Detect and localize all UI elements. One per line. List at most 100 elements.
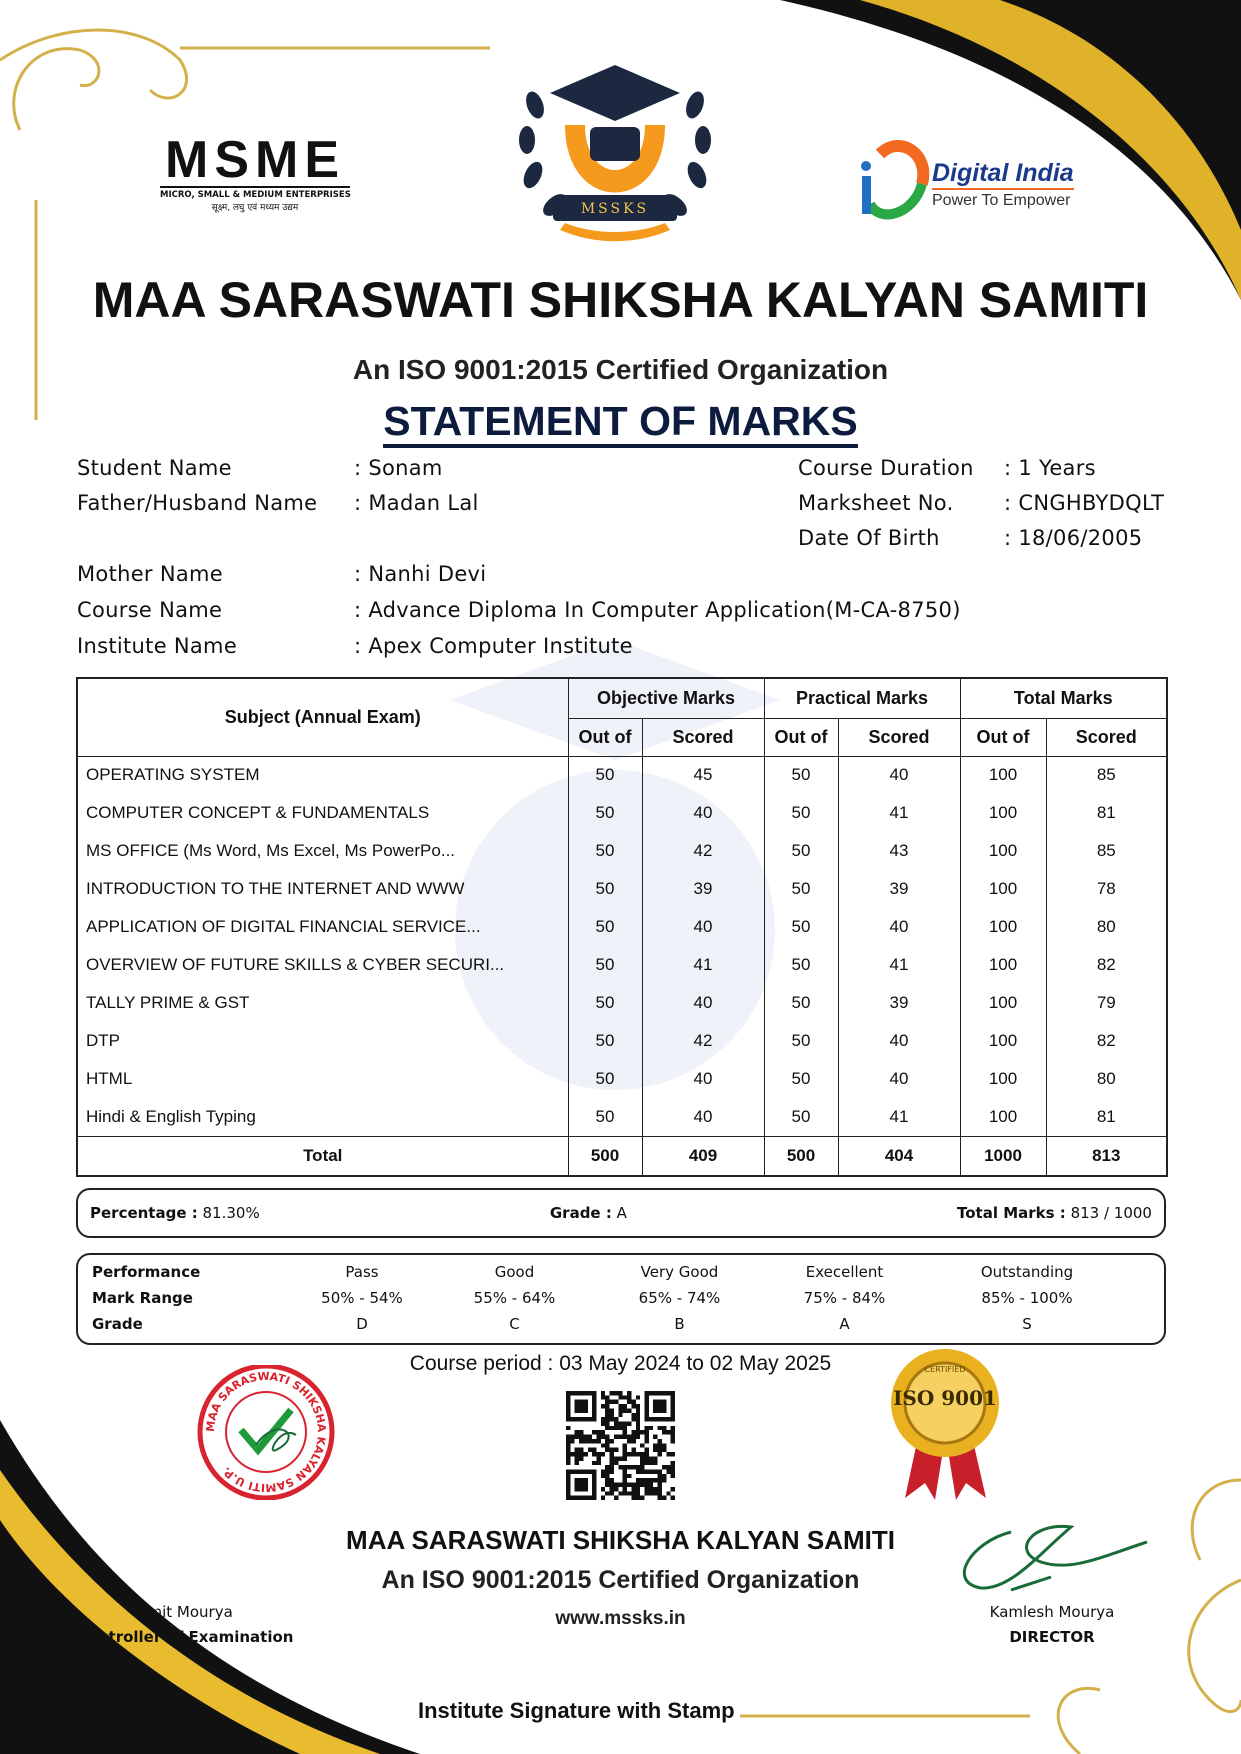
iso-seal-ring-text: CERTIFIED [924, 1365, 965, 1374]
mark-cell: 50 [763, 756, 839, 794]
footer-title: MAA SARASWATI SHIKSHA KALYAN SAMITI [346, 1525, 895, 1555]
total-row: Total 500 409 500 404 1000 813 [76, 1135, 1168, 1177]
mark-cell: 42 [641, 832, 765, 870]
iso-certification: An ISO 9001:2015 Certified Organization [352, 354, 889, 385]
mark-cell: 40 [837, 908, 961, 946]
table-row: COMPUTER CONCEPT & FUNDAMENTALS 50 40 50 41 1… [76, 794, 1168, 832]
table-row: APPLICATION OF DIGITAL FINANCIAL SERVICE… [76, 908, 1168, 946]
total-marks: Total Marks : 813 / 1000 [957, 1204, 1152, 1222]
right-field-value: : 1 Years [1004, 456, 1096, 480]
objective-header: Objective Marks [567, 677, 765, 719]
mark-cell: 40 [837, 1060, 961, 1098]
grading-grade-cell: C [509, 1315, 520, 1333]
table-row: OPERATING SYSTEM 50 45 50 40 100 85 [76, 756, 1168, 794]
mark-cell: 100 [959, 946, 1047, 984]
left-field-value: : Sonam [354, 456, 443, 480]
mark-cell: 82 [1045, 1022, 1168, 1060]
percentage-value: 81.30% [202, 1204, 260, 1222]
mark-cell: 85 [1045, 756, 1168, 794]
total-cell: 813 [1045, 1135, 1168, 1177]
total-cell: 1000 [959, 1135, 1047, 1177]
lower-field-label: Course Name [77, 598, 223, 622]
table-row: DTP 50 42 50 40 100 82 [76, 1022, 1168, 1060]
grading-grade-cell: D [356, 1315, 368, 1333]
mark-cell: 40 [641, 794, 765, 832]
subject-header: Subject (Annual Exam) [76, 677, 569, 757]
mssks-logo: MSSKS [505, 45, 725, 245]
organization-title: MAA SARASWATI SHIKSHA KALYAN SAMITI [92, 272, 1149, 328]
total-cell: 409 [641, 1135, 765, 1177]
grading-range-cell: 85% - 100% [981, 1289, 1073, 1307]
mark-cell: 50 [763, 1098, 839, 1136]
mark-cell: 50 [567, 870, 643, 908]
total-cell: 500 [567, 1135, 643, 1177]
mark-cell: 100 [959, 1022, 1047, 1060]
sub-header: Out of [567, 717, 643, 757]
course-period: Course period : 03 May 2024 to 02 May 20… [409, 1352, 832, 1375]
footer-website: www.mssks.in [555, 1608, 686, 1629]
mark-cell: 50 [567, 1060, 643, 1098]
mark-cell: 50 [567, 946, 643, 984]
mark-cell: 100 [959, 984, 1047, 1022]
grading-grade-cell: B [674, 1315, 685, 1333]
mark-cell: 50 [567, 1098, 643, 1136]
mark-cell: 41 [837, 946, 961, 984]
subject-cell: COMPUTER CONCEPT & FUNDAMENTALS [76, 794, 569, 832]
mark-cell: 40 [641, 1098, 765, 1136]
institute-stamp: MAA SARASWATI SHIKSHA KALYAN SAMITI U.P. [196, 1363, 336, 1501]
mark-cell: 80 [1045, 1060, 1168, 1098]
table-row: MS OFFICE (Ms Word, Ms Excel, Ms PowerPo… [76, 832, 1168, 870]
mark-cell: 50 [763, 946, 839, 984]
mark-cell: 100 [959, 832, 1047, 870]
digital-india-tagline: Power To Empower [932, 192, 1071, 209]
total-marks-label: Total Marks : [957, 1204, 1066, 1222]
mark-cell: 100 [959, 794, 1047, 832]
mark-cell: 45 [641, 756, 765, 794]
subject-cell: INTRODUCTION TO THE INTERNET AND WWW [76, 870, 569, 908]
right-field-value: : 18/06/2005 [1004, 526, 1143, 550]
mark-cell: 40 [641, 984, 765, 1022]
grading-row-label: Mark Range [92, 1289, 193, 1307]
mark-cell: 50 [763, 1022, 839, 1060]
grading-scale: Performance Pass Good Very Good Execellent Ou… [76, 1253, 1166, 1345]
sub-header: Scored [837, 717, 961, 757]
director-name: Kamlesh Mourya [989, 1603, 1115, 1621]
mark-cell: 85 [1045, 832, 1168, 870]
table-row: INTRODUCTION TO THE INTERNET AND WWW 50 39… [76, 870, 1168, 908]
mark-cell: 81 [1045, 1098, 1168, 1136]
mark-cell: 41 [837, 794, 961, 832]
msme-logo-subtitle: MICRO, SMALL & MEDIUM ENTERPRISES [160, 186, 351, 200]
subject-cell: MS OFFICE (Ms Word, Ms Excel, Ms PowerPo… [76, 832, 569, 870]
mark-cell: 50 [567, 756, 643, 794]
grading-range-cell: 55% - 64% [473, 1289, 556, 1307]
subject-cell: OPERATING SYSTEM [76, 756, 569, 794]
percentage-label: Percentage : [90, 1204, 198, 1222]
iso-seal: ISO 9001 CERTIFIED [890, 1348, 1001, 1500]
mssks-logo-text: MSSKS [581, 201, 649, 217]
mark-cell: 40 [641, 1060, 765, 1098]
grading-performance-cell: Pass [345, 1263, 379, 1281]
msme-logo-hindi: सूक्ष्म, लघु एवं मध्यम उद्यम [211, 203, 299, 213]
mark-cell: 50 [567, 1022, 643, 1060]
stamp-text: MAA SARASWATI SHIKSHA KALYAN SAMITI U.P. [204, 1370, 328, 1494]
footer-iso: An ISO 9001:2015 Certified Organization [381, 1566, 860, 1594]
right-field-label: Course Duration [798, 456, 974, 480]
marks-table: Subject (Annual Exam) Objective Marks Pr… [76, 677, 1169, 1177]
grading-range-cell: 75% - 84% [803, 1289, 886, 1307]
practical-header: Practical Marks [763, 677, 961, 719]
lower-field-label: Mother Name [77, 562, 223, 586]
lower-field-value: : Apex Computer Institute [354, 634, 633, 658]
controller-name: Amit Mourya [137, 1603, 233, 1621]
grade-label: Grade : [549, 1204, 612, 1222]
grading-row-label: Grade [92, 1315, 143, 1333]
mark-cell: 50 [763, 832, 839, 870]
svg-text:MAA SARASWATI SHIKSHA KALYAN S: MAA SARASWATI SHIKSHA KALYAN SAMITI U.P. [204, 1370, 328, 1494]
mark-cell: 50 [763, 908, 839, 946]
grading-row-label: Performance [92, 1263, 201, 1281]
sub-header: Out of [959, 717, 1047, 757]
total-cell: 500 [763, 1135, 839, 1177]
right-field-label: Marksheet No. [798, 491, 954, 515]
left-field-label: Father/Husband Name [77, 491, 318, 515]
mark-cell: 100 [959, 1060, 1047, 1098]
mark-cell: 82 [1045, 946, 1168, 984]
